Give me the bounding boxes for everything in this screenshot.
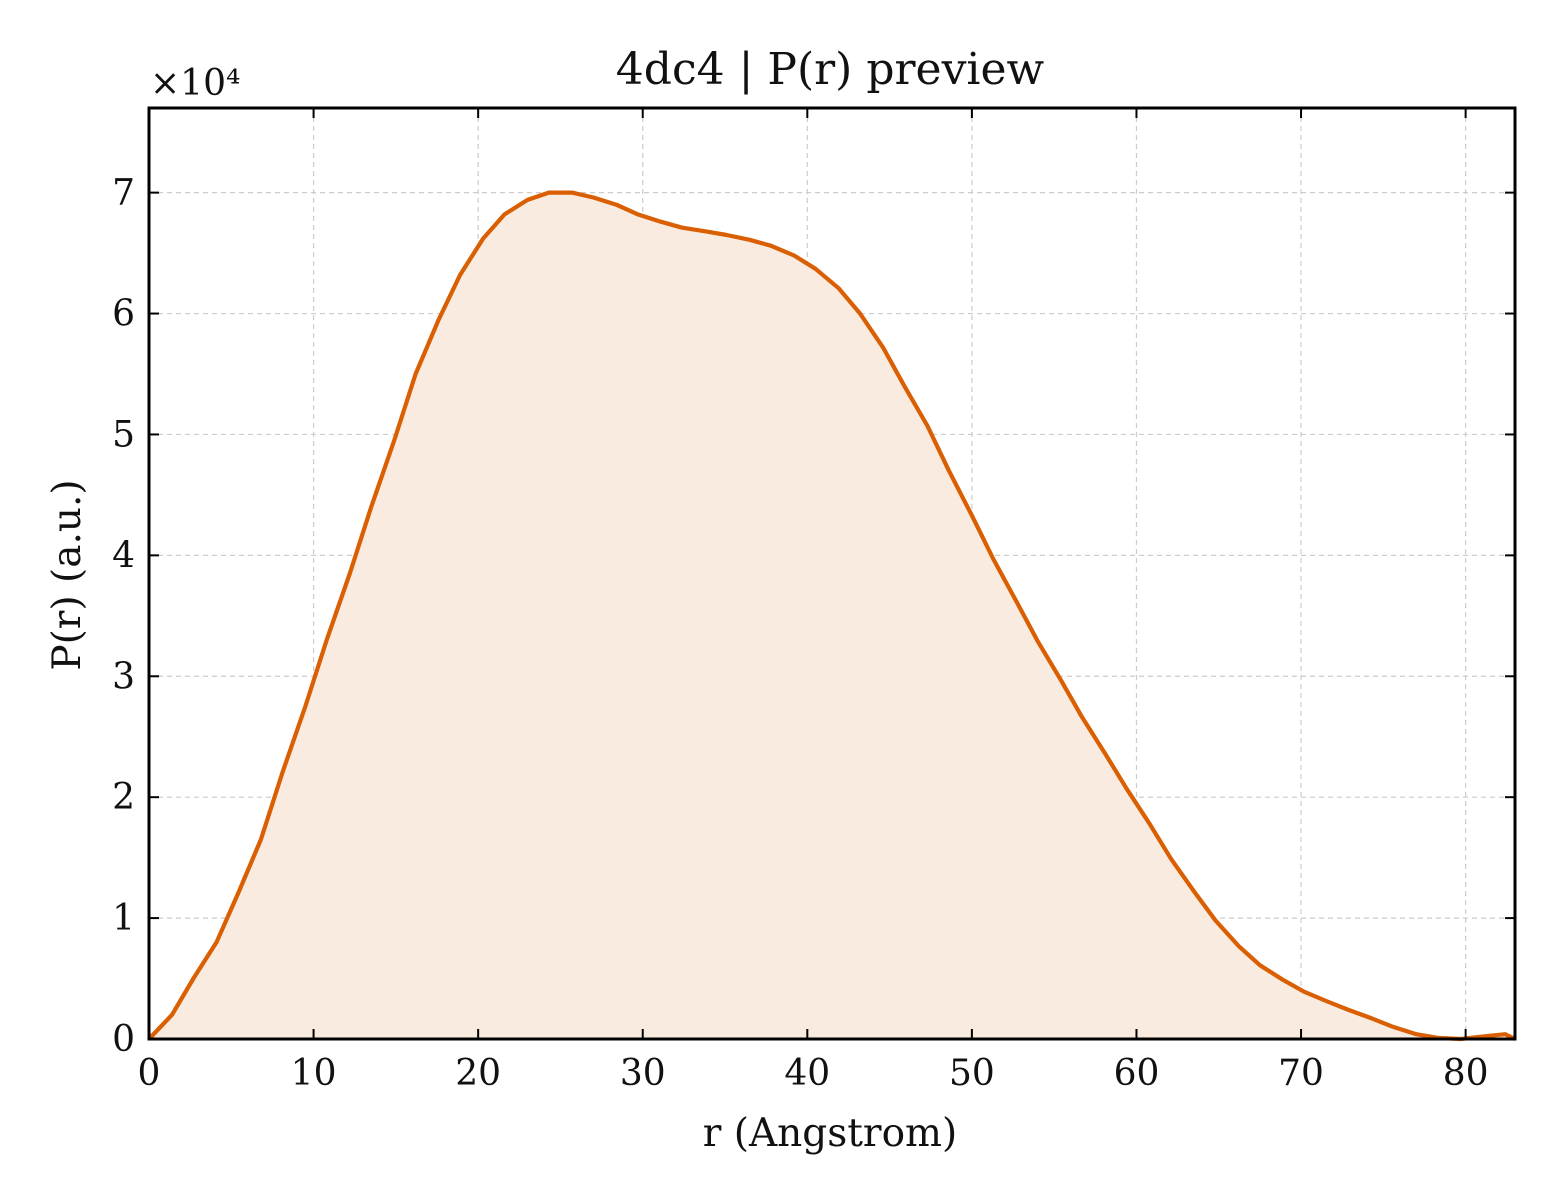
pr-curve-line [147, 190, 1516, 1042]
x-tick-label: 40 [784, 1053, 830, 1094]
x-tick-label: 80 [1443, 1053, 1489, 1094]
x-tick-label: 10 [291, 1053, 337, 1094]
y-axis-label: P(r) (a.u.) [45, 479, 90, 670]
y-scale-multiplier: ×10⁴ [150, 63, 240, 104]
y-tick-label: 2 [112, 777, 135, 818]
y-tick-label: 5 [112, 414, 135, 455]
x-axis-label: r (Angstrom) [703, 1111, 958, 1156]
y-tick-label: 6 [112, 294, 135, 335]
x-tick-label: 30 [620, 1053, 666, 1094]
x-tick-label: 60 [1114, 1053, 1160, 1094]
x-tick-label: 70 [1278, 1053, 1324, 1094]
axis-ticks: 0 10 20 30 40 50 60 70 80 0 1 2 3 4 5 6 7 [112, 108, 1515, 1094]
y-tick-label: 3 [112, 656, 135, 697]
plot-frame [147, 106, 1517, 1041]
pr-area-fill [149, 192, 1515, 1040]
x-tick-label: 0 [138, 1053, 161, 1094]
x-tick-label: 50 [949, 1053, 995, 1094]
chart-title: 4dc4 | P(r) preview [616, 44, 1045, 95]
y-tick-label: 1 [112, 898, 135, 939]
y-tick-label: 4 [112, 535, 135, 576]
y-tick-label: 7 [112, 173, 135, 214]
y-tick-label: 0 [112, 1019, 135, 1060]
x-tick-label: 20 [455, 1053, 501, 1094]
